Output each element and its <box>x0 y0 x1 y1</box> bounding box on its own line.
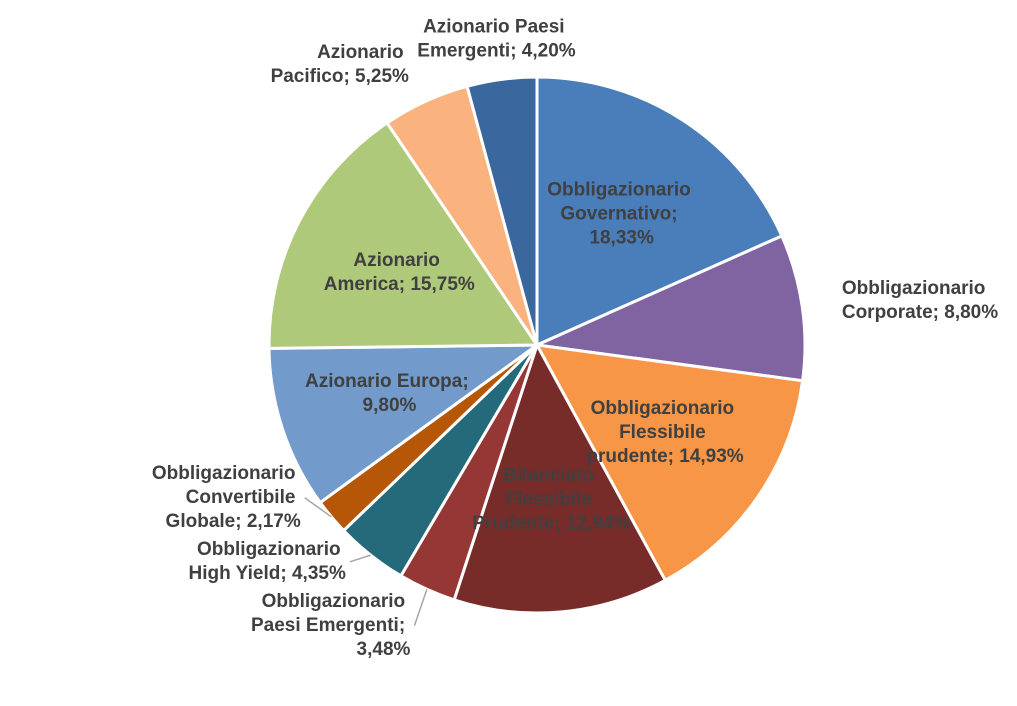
label-word: Paesi <box>515 17 565 38</box>
leader-line <box>349 554 371 563</box>
label-word: Paesi <box>251 615 301 636</box>
label-word: High <box>189 563 231 584</box>
value-label: 3,48% <box>357 639 411 660</box>
label-separator: ; <box>280 563 292 584</box>
slice-label: Azionario Europa; 9,80% <box>305 371 474 416</box>
slice-label: Obbligazionario Paesi Emergenti; 3,48% <box>251 591 411 660</box>
pie-slice <box>452 341 668 615</box>
pie-slice <box>534 343 805 583</box>
value-label: 5,25% <box>355 66 409 87</box>
label-word: Obbligazionario <box>262 591 406 612</box>
label-word: Obbligazionario <box>591 398 735 419</box>
label-word: Convertibile <box>186 487 296 508</box>
label-word: prudente <box>586 446 667 467</box>
category-name: Bilanciato Flessibile Prudente <box>472 465 599 534</box>
slice-label: Azionario America; 15,75% <box>324 250 475 295</box>
label-word: Azionario <box>353 250 440 271</box>
category-name: Obbligazionario High Yield <box>189 539 346 584</box>
label-word: Flessibile <box>619 422 706 443</box>
slice-label: Azionario Paesi Emergenti; 4,20% <box>417 17 576 62</box>
value-label: 14,93% <box>679 446 744 467</box>
value-label: 2,17% <box>247 511 301 532</box>
label-separator: ; <box>554 513 566 534</box>
label-word: America <box>324 274 399 295</box>
label-word: Pacifico <box>271 66 344 87</box>
slice-label: Obbligazionario Governativo; 18,33% <box>547 180 696 249</box>
value-label: 9,80% <box>363 395 417 416</box>
leader-line <box>304 497 332 518</box>
value-label: 15,75% <box>410 274 475 295</box>
label-separator: ; <box>462 371 474 392</box>
label-separator: ; <box>343 66 355 87</box>
pie-slice <box>535 75 784 348</box>
value-label: 8,80% <box>944 302 998 323</box>
label-word: Bilanciato <box>503 465 594 486</box>
label-word: Azionario <box>305 371 392 392</box>
slice-label: Obbligazionario Corporate; 8,80% <box>842 278 998 323</box>
label-word: Governativo <box>560 204 671 225</box>
category-name: Obbligazionario Corporate <box>842 278 991 323</box>
pie-slice <box>267 120 540 350</box>
pie-slice <box>267 343 542 505</box>
category-name: Obbligazionario Governativo <box>547 180 696 225</box>
slice-label: Obbligazionario High Yield; 4,35% <box>189 539 346 584</box>
label-word: Emergenti <box>417 41 510 62</box>
label-word: Yield <box>236 563 281 584</box>
pie-slice <box>531 233 807 383</box>
category-name: Azionario America <box>324 250 445 295</box>
category-name: Obbligazionario Paesi Emergenti <box>251 591 410 636</box>
pie-slice <box>465 75 539 346</box>
value-label: 18,33% <box>589 228 654 249</box>
label-separator: ; <box>671 204 683 225</box>
slice-label: Obbligazionario Flessibile prudente; 14,… <box>586 398 743 467</box>
label-word: Flessibile <box>505 489 592 510</box>
label-separator: ; <box>668 446 680 467</box>
value-label: 4,35% <box>292 563 346 584</box>
label-word: Prudente <box>472 513 554 534</box>
value-label: 12,94% <box>566 513 631 534</box>
label-word: Obbligazionario <box>547 180 691 201</box>
slice-label: Obbligazionario Convertibile Globale; 2,… <box>152 463 301 532</box>
leader-line <box>413 589 428 627</box>
label-word: Obbligazionario <box>197 539 341 560</box>
label-separator: ; <box>399 274 411 295</box>
category-name: Azionario Europa <box>305 371 463 392</box>
label-word: Azionario <box>423 17 510 38</box>
label-word: Azionario <box>317 42 404 63</box>
label-separator: ; <box>399 615 411 636</box>
category-name: Obbligazionario Flessibile prudente <box>586 398 739 467</box>
label-word: Corporate <box>842 302 933 323</box>
label-word: Obbligazionario <box>842 278 986 299</box>
category-name: Obbligazionario Convertibile Globale <box>152 463 301 532</box>
label-word: Obbligazionario <box>152 463 296 484</box>
label-word: Europa <box>397 371 463 392</box>
label-separator: ; <box>510 41 522 62</box>
label-word: Emergenti <box>306 615 399 636</box>
category-name: Azionario Paesi Emergenti <box>417 17 570 62</box>
label-word: Globale <box>166 511 236 532</box>
value-label: 4,20% <box>522 41 576 62</box>
label-separator: ; <box>235 511 247 532</box>
slice-label: Azionario Pacifico; 5,25% <box>271 42 409 87</box>
label-separator: ; <box>933 302 945 323</box>
category-name: Azionario Pacifico <box>271 42 409 87</box>
slice-label: Bilanciato Flessibile Prudente; 12,94% <box>472 465 631 534</box>
